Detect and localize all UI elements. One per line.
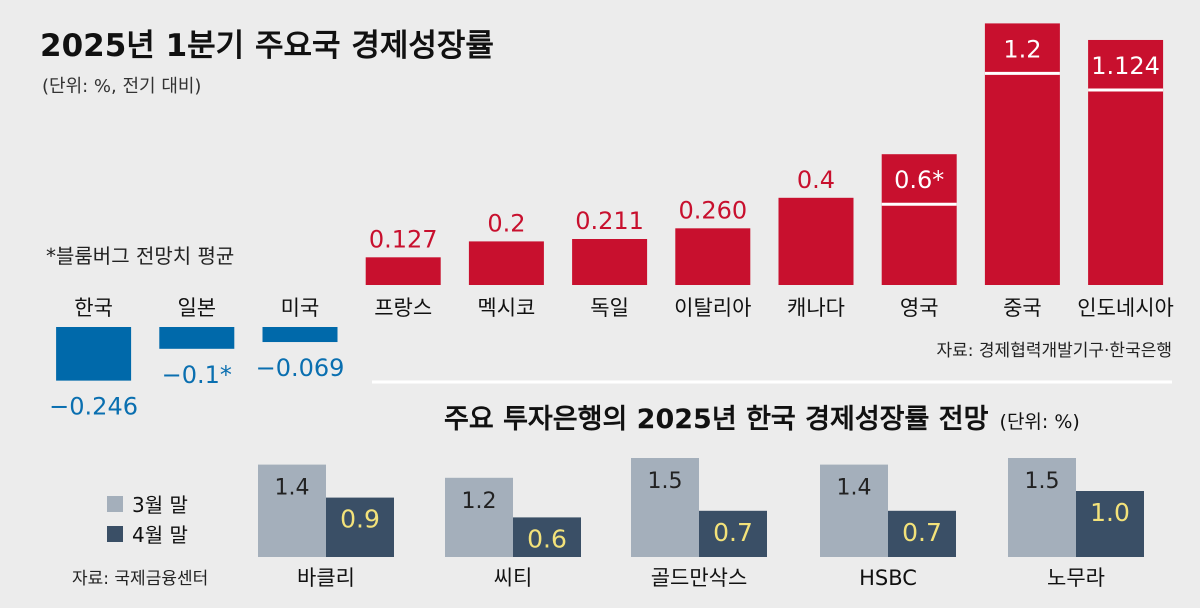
bar-1 [159, 327, 235, 349]
category-label: 프랑스 [374, 296, 432, 320]
chart1-plot: 한국 −0.246 일본 −0.1* 미국 −0.069 프랑스 0.127 멕시코 0.2 독일 0… [49, 23, 1174, 421]
bar-3 [365, 257, 441, 285]
bar-march [1008, 458, 1076, 557]
legend-swatch-april [107, 526, 123, 542]
category-label: 캐나다 [787, 296, 845, 320]
value-label: 0.211 [575, 207, 644, 235]
bar-march [820, 464, 888, 557]
category-label: 미국 [281, 296, 320, 320]
value-label: 1.2 [1003, 35, 1041, 63]
bar-april [513, 517, 581, 557]
bar-5 [572, 239, 648, 285]
category-label: 독일 [590, 296, 629, 320]
value-label: 1.4 [837, 476, 872, 501]
category-label: HSBC [859, 566, 917, 590]
bar-april [888, 510, 956, 557]
value-label: 0.7 [713, 518, 753, 547]
value-label: 1.4 [275, 476, 310, 501]
category-label: 씨티 [494, 566, 533, 590]
category-label: 이탈리아 [674, 296, 751, 320]
category-label: 멕시코 [477, 296, 535, 320]
bar-march [445, 477, 513, 557]
value-label: 0.9 [340, 505, 380, 534]
bar-2 [262, 327, 338, 343]
legend-label-march: 3월 말 [132, 493, 188, 517]
value-label: 0.127 [369, 225, 438, 253]
value-label: 1.124 [1091, 52, 1160, 80]
category-label: 중국 [1003, 296, 1042, 320]
bar-april [1076, 491, 1144, 557]
value-label: 0.7 [902, 518, 942, 547]
category-label: 골드만삭스 [651, 566, 748, 590]
category-label: 일본 [177, 296, 216, 320]
bar-8 [881, 154, 957, 285]
category-label: 인도네시아 [1077, 296, 1174, 320]
legend-label-april: 4월 말 [132, 523, 188, 547]
bar-march [258, 464, 326, 557]
value-label: −0.1* [162, 361, 232, 389]
chart1-note: *블룸버그 전망치 평균 [46, 244, 234, 268]
category-label: 영국 [900, 296, 939, 320]
value-label: 0.2 [487, 209, 525, 237]
bar-6 [675, 228, 751, 285]
bar-april [699, 510, 767, 557]
bar-march [631, 458, 699, 557]
category-label: 한국 [74, 296, 113, 320]
bar-4 [468, 241, 544, 285]
value-label: −0.069 [256, 354, 345, 382]
bar-7 [778, 197, 854, 285]
chart2-title-text: 주요 투자은행의 2025년 한국 경제성장률 전망 [444, 404, 989, 435]
value-label: −0.246 [49, 393, 138, 421]
chart2-plot: 1.4 0.9 바클리 1.2 0.6 씨티 1.5 0.7 골드만삭스 1.4 0.7 HSBC 1.… [258, 458, 1144, 590]
bar-9 [984, 23, 1060, 286]
category-label: 바클리 [297, 566, 355, 590]
value-label: 0.4 [797, 166, 835, 194]
bar-0 [56, 327, 132, 381]
chart1-title: 2025년 1분기 주요국 경제성장률 [40, 28, 494, 64]
chart2-legend: 3월 말 4월 말 [107, 493, 188, 547]
bar-april [326, 497, 394, 557]
value-label: 0.6* [894, 166, 944, 194]
chart1-subtitle: (단위: %, 전기 대비) [42, 76, 201, 97]
chart2-title: 주요 투자은행의 2025년 한국 경제성장률 전망 (단위: %) [444, 404, 1080, 435]
bar-10 [1088, 39, 1164, 285]
value-label: 0.6 [527, 524, 567, 553]
chart2-unit-label: (단위: %) [1000, 411, 1080, 433]
value-label: 1.5 [648, 469, 683, 494]
legend-swatch-march [107, 496, 123, 512]
chart2-source: 자료: 국제금융센터 [72, 569, 208, 589]
value-label: 1.5 [1025, 469, 1060, 494]
value-label: 1.0 [1090, 498, 1130, 527]
category-label: 노무라 [1047, 566, 1105, 590]
value-label: 1.2 [462, 489, 497, 514]
value-label: 0.260 [678, 196, 747, 224]
chart1-source: 자료: 경제협력개발기구·한국은행 [937, 341, 1173, 361]
